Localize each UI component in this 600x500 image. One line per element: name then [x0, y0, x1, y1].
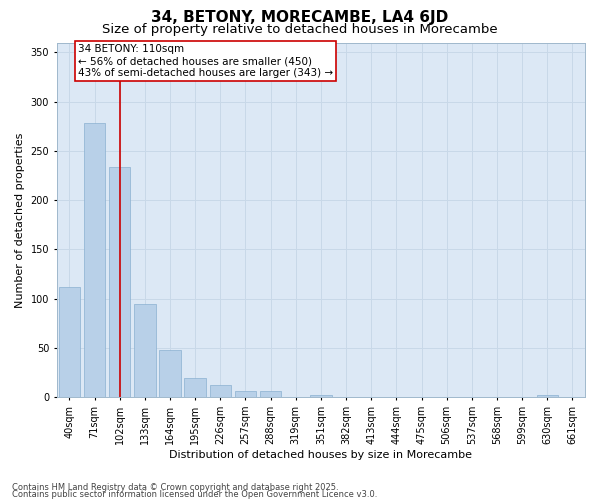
Bar [134, 304, 155, 398]
Bar [160, 350, 181, 398]
Text: Contains public sector information licensed under the Open Government Licence v3: Contains public sector information licen… [12, 490, 377, 499]
Bar [310, 396, 332, 398]
Y-axis label: Number of detached properties: Number of detached properties [15, 132, 25, 308]
Bar [84, 124, 105, 398]
Text: Size of property relative to detached houses in Morecambe: Size of property relative to detached ho… [102, 22, 498, 36]
Bar [209, 386, 231, 398]
Bar [184, 378, 206, 398]
Bar [109, 166, 130, 398]
Text: 34, BETONY, MORECAMBE, LA4 6JD: 34, BETONY, MORECAMBE, LA4 6JD [151, 10, 449, 25]
Bar [260, 392, 281, 398]
X-axis label: Distribution of detached houses by size in Morecambe: Distribution of detached houses by size … [169, 450, 472, 460]
Text: 34 BETONY: 110sqm
← 56% of detached houses are smaller (450)
43% of semi-detache: 34 BETONY: 110sqm ← 56% of detached hous… [78, 44, 334, 78]
Text: Contains HM Land Registry data © Crown copyright and database right 2025.: Contains HM Land Registry data © Crown c… [12, 484, 338, 492]
Bar [235, 392, 256, 398]
Bar [59, 287, 80, 398]
Bar [536, 396, 558, 398]
